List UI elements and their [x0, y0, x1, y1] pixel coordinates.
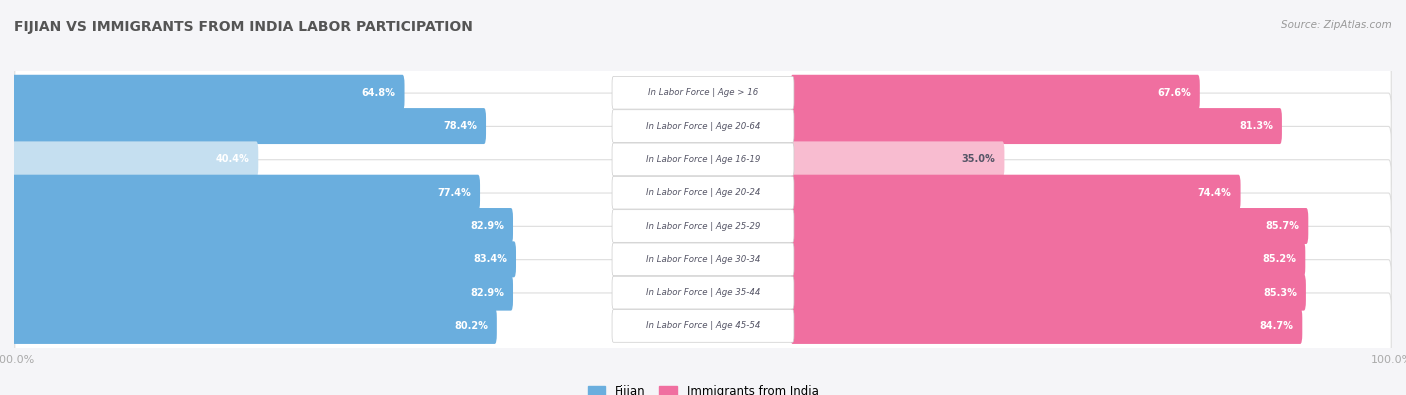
- FancyBboxPatch shape: [14, 93, 1392, 159]
- Text: In Labor Force | Age > 16: In Labor Force | Age > 16: [648, 88, 758, 97]
- Text: 67.6%: 67.6%: [1157, 88, 1191, 98]
- FancyBboxPatch shape: [790, 275, 1306, 310]
- FancyBboxPatch shape: [13, 175, 479, 211]
- FancyBboxPatch shape: [790, 308, 1302, 344]
- FancyBboxPatch shape: [612, 210, 794, 242]
- FancyBboxPatch shape: [790, 108, 1282, 144]
- FancyBboxPatch shape: [14, 226, 1392, 292]
- Text: In Labor Force | Age 30-34: In Labor Force | Age 30-34: [645, 255, 761, 264]
- FancyBboxPatch shape: [790, 75, 1199, 111]
- FancyBboxPatch shape: [14, 260, 1392, 325]
- Legend: Fijian, Immigrants from India: Fijian, Immigrants from India: [583, 380, 823, 395]
- FancyBboxPatch shape: [14, 126, 1392, 192]
- Text: 85.2%: 85.2%: [1263, 254, 1296, 264]
- FancyBboxPatch shape: [612, 143, 794, 176]
- FancyBboxPatch shape: [790, 241, 1305, 277]
- FancyBboxPatch shape: [13, 241, 516, 277]
- Text: 82.9%: 82.9%: [470, 221, 505, 231]
- Text: 64.8%: 64.8%: [361, 88, 395, 98]
- FancyBboxPatch shape: [14, 60, 1392, 126]
- Text: In Labor Force | Age 25-29: In Labor Force | Age 25-29: [645, 222, 761, 231]
- FancyBboxPatch shape: [13, 275, 513, 310]
- Text: 77.4%: 77.4%: [437, 188, 471, 198]
- FancyBboxPatch shape: [790, 175, 1240, 211]
- Text: In Labor Force | Age 45-54: In Labor Force | Age 45-54: [645, 322, 761, 331]
- FancyBboxPatch shape: [790, 141, 1004, 177]
- FancyBboxPatch shape: [13, 108, 486, 144]
- Text: 84.7%: 84.7%: [1260, 321, 1294, 331]
- Text: 85.7%: 85.7%: [1265, 221, 1299, 231]
- FancyBboxPatch shape: [14, 293, 1392, 359]
- Text: In Labor Force | Age 20-64: In Labor Force | Age 20-64: [645, 122, 761, 131]
- Text: 81.3%: 81.3%: [1239, 121, 1272, 131]
- Text: In Labor Force | Age 35-44: In Labor Force | Age 35-44: [645, 288, 761, 297]
- FancyBboxPatch shape: [612, 276, 794, 309]
- Text: Source: ZipAtlas.com: Source: ZipAtlas.com: [1281, 20, 1392, 30]
- FancyBboxPatch shape: [612, 76, 794, 109]
- Text: 40.4%: 40.4%: [215, 154, 249, 164]
- Text: 85.3%: 85.3%: [1263, 288, 1296, 298]
- Text: 82.9%: 82.9%: [470, 288, 505, 298]
- FancyBboxPatch shape: [14, 160, 1392, 226]
- Text: 83.4%: 83.4%: [474, 254, 508, 264]
- FancyBboxPatch shape: [612, 110, 794, 142]
- Text: In Labor Force | Age 20-24: In Labor Force | Age 20-24: [645, 188, 761, 197]
- Text: FIJIAN VS IMMIGRANTS FROM INDIA LABOR PARTICIPATION: FIJIAN VS IMMIGRANTS FROM INDIA LABOR PA…: [14, 20, 472, 34]
- FancyBboxPatch shape: [13, 75, 405, 111]
- Text: 35.0%: 35.0%: [962, 154, 995, 164]
- FancyBboxPatch shape: [13, 308, 496, 344]
- Text: 74.4%: 74.4%: [1198, 188, 1232, 198]
- Text: 78.4%: 78.4%: [443, 121, 477, 131]
- FancyBboxPatch shape: [13, 141, 259, 177]
- FancyBboxPatch shape: [612, 177, 794, 209]
- FancyBboxPatch shape: [790, 208, 1309, 244]
- FancyBboxPatch shape: [13, 208, 513, 244]
- FancyBboxPatch shape: [612, 243, 794, 276]
- FancyBboxPatch shape: [612, 310, 794, 342]
- Text: 80.2%: 80.2%: [454, 321, 488, 331]
- FancyBboxPatch shape: [14, 193, 1392, 259]
- Text: In Labor Force | Age 16-19: In Labor Force | Age 16-19: [645, 155, 761, 164]
